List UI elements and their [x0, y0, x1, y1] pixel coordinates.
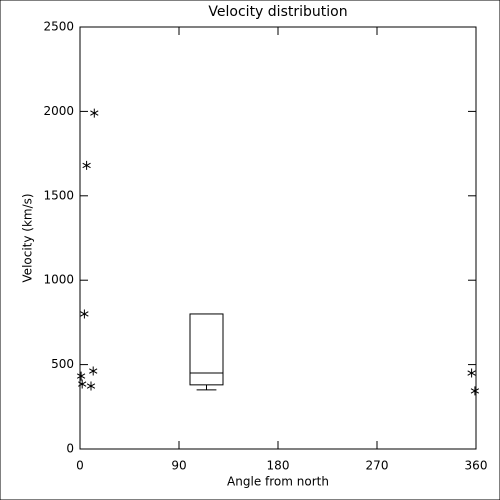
y-tick-label: 2000	[43, 104, 74, 118]
x-tick-label: 360	[465, 459, 488, 473]
scatter-point	[90, 108, 99, 118]
chart-title: Velocity distribution	[208, 4, 347, 20]
x-tick-label: 270	[366, 459, 389, 473]
x-tick-label: 180	[267, 459, 290, 473]
scatter-point	[86, 381, 96, 391]
x-tick-label: 90	[171, 459, 186, 473]
box	[189, 313, 224, 386]
scatter-point	[78, 379, 87, 389]
y-tick-label: 500	[51, 357, 74, 371]
y-tick-label: 1000	[43, 273, 74, 287]
scatter-point	[82, 160, 91, 170]
x-axis-label: Angle from north	[227, 475, 329, 489]
scatter-point	[89, 366, 98, 376]
scatter-point	[467, 368, 476, 378]
y-tick-label: 1500	[43, 188, 74, 202]
scatter-point	[470, 386, 480, 396]
scatter-point	[76, 371, 86, 381]
y-axis-label: Velocity (km/s)	[21, 193, 35, 282]
x-tick-label: 0	[76, 459, 84, 473]
y-tick-label: 0	[66, 442, 74, 456]
scatter-point	[80, 309, 89, 319]
y-tick-label: 2500	[43, 20, 74, 34]
